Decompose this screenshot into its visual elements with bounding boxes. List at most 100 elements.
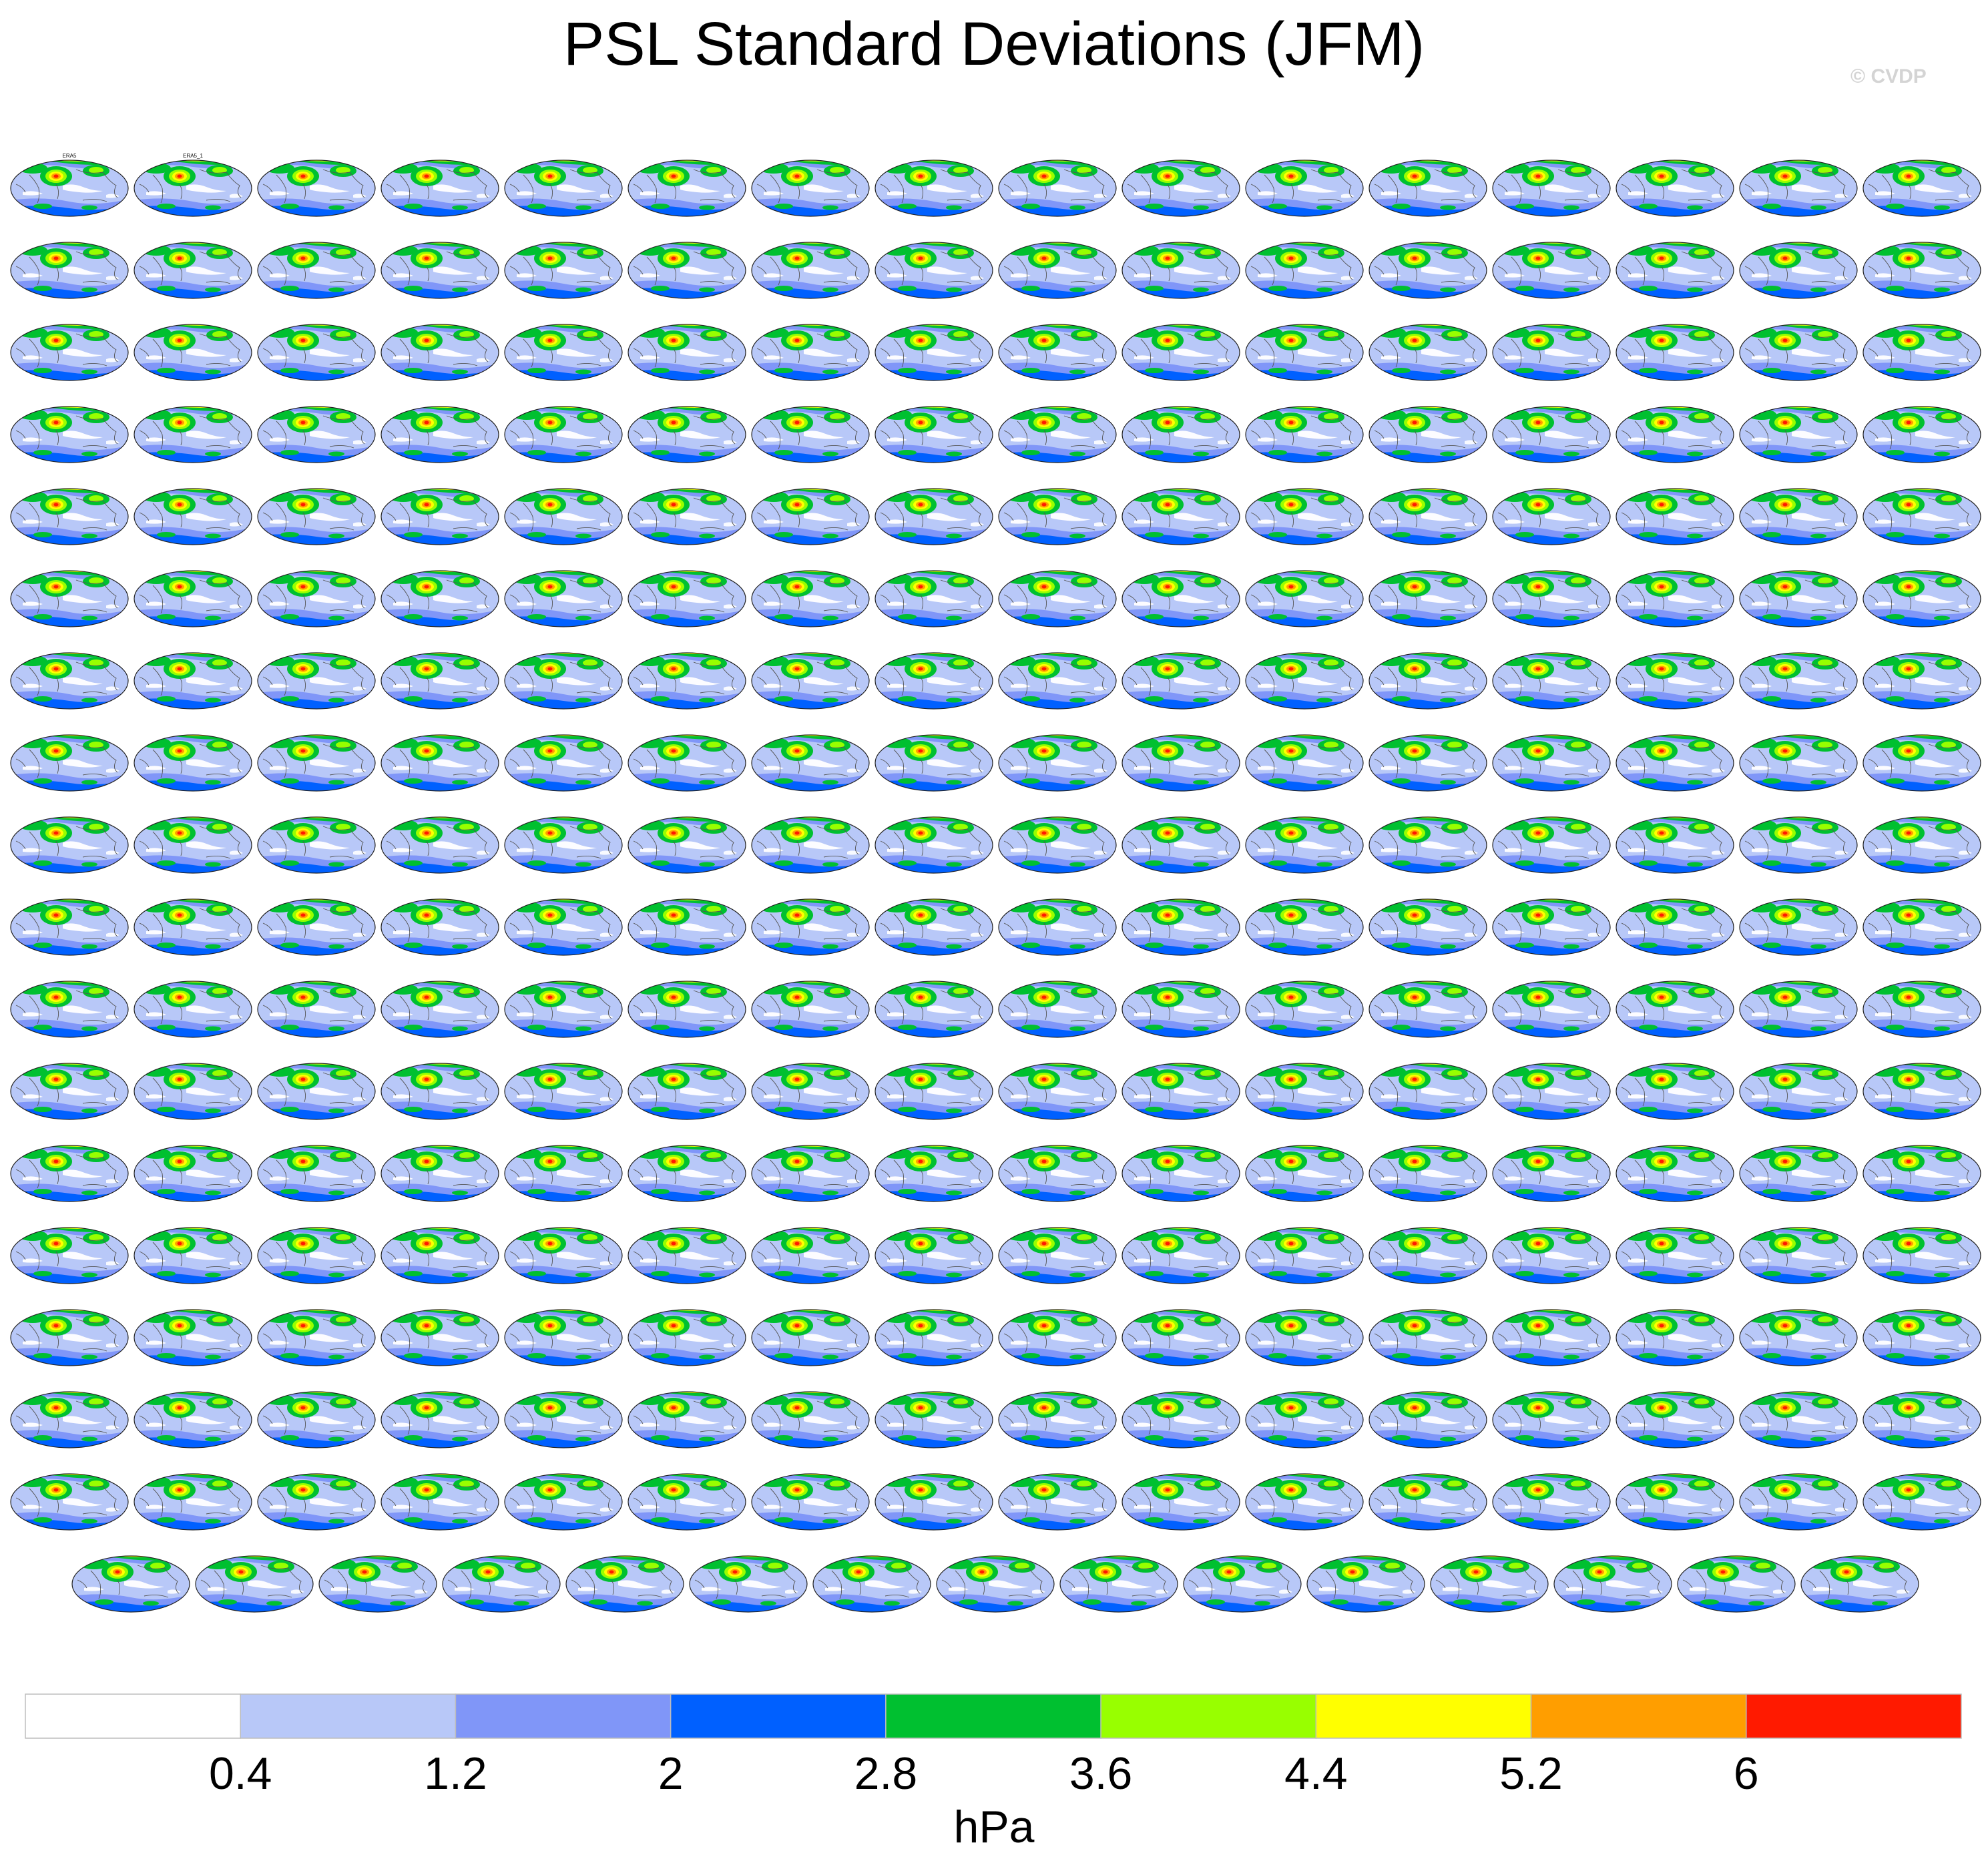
map-panel — [10, 652, 129, 710]
map-panel — [1616, 1309, 1734, 1366]
map-panel — [1369, 1063, 1487, 1120]
map-panel — [134, 570, 252, 627]
map-panel — [1492, 898, 1611, 956]
map-panel — [751, 1309, 870, 1366]
map-panel — [10, 734, 129, 792]
map-panel — [1862, 570, 1981, 627]
map-panel — [1122, 570, 1240, 627]
map-panel-grid: ERA5 ERA5_1 — [10, 153, 1981, 1613]
map-panel — [751, 1063, 870, 1120]
map-panel — [1369, 1227, 1487, 1284]
map-panel — [875, 242, 993, 299]
map-panel — [1245, 816, 1364, 874]
map-panel — [998, 324, 1117, 381]
map-panel — [381, 160, 499, 217]
map-panel: ERA5 — [10, 153, 129, 217]
map-panel — [1122, 1473, 1240, 1531]
map-panel — [257, 406, 376, 463]
map-panel — [1677, 1555, 1796, 1613]
map-panel — [998, 1391, 1117, 1448]
map-panel — [504, 1309, 623, 1366]
map-panel — [751, 898, 870, 956]
map-panel — [998, 1063, 1117, 1120]
map-panel — [875, 160, 993, 217]
map-panel — [1183, 1555, 1302, 1613]
map-panel — [1739, 1063, 1858, 1120]
map-panel — [751, 488, 870, 545]
map-panel — [381, 324, 499, 381]
map-panel — [1369, 816, 1487, 874]
map-panel — [1739, 652, 1858, 710]
map-panel — [381, 1309, 499, 1366]
map-panel — [875, 406, 993, 463]
map-panel — [1122, 242, 1240, 299]
map-panel — [628, 1391, 746, 1448]
map-panel — [751, 1473, 870, 1531]
map-panel — [1616, 1473, 1734, 1531]
map-panel — [381, 898, 499, 956]
map-panel — [751, 981, 870, 1038]
map-panel — [381, 488, 499, 545]
map-panel — [628, 1473, 746, 1531]
colorbar-unit-label: hPa — [953, 1802, 1035, 1852]
map-panel — [504, 816, 623, 874]
map-panel — [875, 488, 993, 545]
colorbar-tick-label: 4.4 — [1284, 1748, 1348, 1799]
map-panel — [381, 1391, 499, 1448]
colorbar-box — [885, 1693, 1101, 1739]
colorbar-tick-label: 6 — [1734, 1748, 1759, 1799]
map-panel — [1616, 898, 1734, 956]
map-panel — [1739, 1145, 1858, 1202]
map-panel — [1739, 488, 1858, 545]
map-panel — [257, 981, 376, 1038]
map-panel — [1245, 1473, 1364, 1531]
map-panel — [998, 488, 1117, 545]
map-panel — [1492, 1063, 1611, 1120]
map-panel — [1492, 652, 1611, 710]
map-panel — [257, 242, 376, 299]
colorbar-box — [1100, 1693, 1317, 1739]
map-panel — [751, 160, 870, 217]
map-panel — [1245, 652, 1364, 710]
map-panel — [1245, 1063, 1364, 1120]
map-panel — [1122, 734, 1240, 792]
map-panel — [1122, 406, 1240, 463]
map-panel — [1492, 570, 1611, 627]
map-panel — [1616, 1391, 1734, 1448]
map-panel — [1739, 406, 1858, 463]
map-panel — [257, 652, 376, 710]
map-panel — [628, 1227, 746, 1284]
map-panel — [1369, 1145, 1487, 1202]
map-panel — [875, 324, 993, 381]
map-panel — [628, 1309, 746, 1366]
map-panel — [1862, 1145, 1981, 1202]
cvdp-watermark: © CVDP — [1850, 65, 1927, 87]
map-panel — [1369, 1391, 1487, 1448]
map-panel: ERA5_1 — [134, 153, 252, 217]
map-panel — [381, 1145, 499, 1202]
map-panel — [504, 1227, 623, 1284]
map-panel — [134, 1309, 252, 1366]
map-panel — [751, 406, 870, 463]
map-panel — [1492, 1145, 1611, 1202]
map-panel — [1800, 1555, 1919, 1613]
map-panel — [751, 1227, 870, 1284]
map-panel — [998, 1227, 1117, 1284]
colorbar-tick-label: 3.6 — [1069, 1748, 1133, 1799]
map-panel — [1616, 981, 1734, 1038]
map-panel — [10, 1227, 129, 1284]
map-panel — [1739, 816, 1858, 874]
map-panel — [381, 1473, 499, 1531]
map-panel — [381, 981, 499, 1038]
map-panel — [1616, 324, 1734, 381]
map-panel — [10, 816, 129, 874]
map-panel — [1369, 1309, 1487, 1366]
map-panel — [1492, 1473, 1611, 1531]
map-panel — [257, 898, 376, 956]
map-panel — [1862, 242, 1981, 299]
map-panel — [998, 652, 1117, 710]
map-panel — [257, 1473, 376, 1531]
colorbar-box — [1746, 1693, 1962, 1739]
map-panel — [1862, 1391, 1981, 1448]
map-panel — [381, 734, 499, 792]
